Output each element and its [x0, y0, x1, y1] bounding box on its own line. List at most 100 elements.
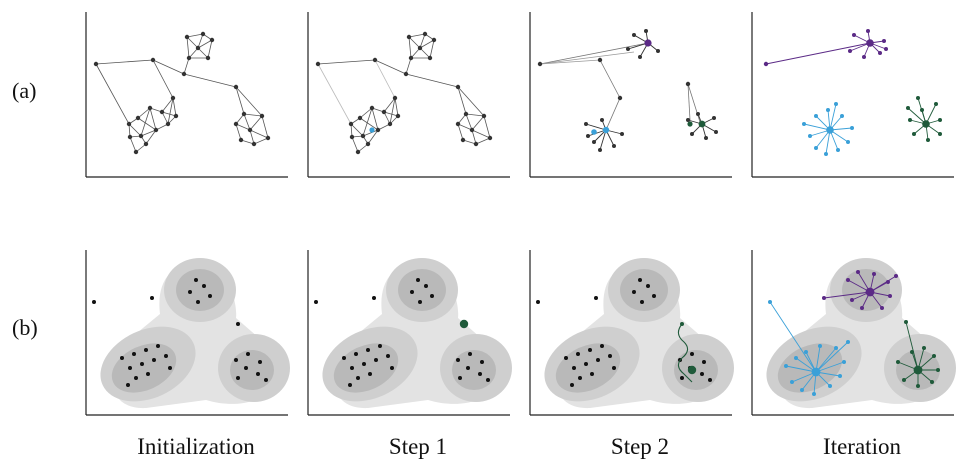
cluster-edge [869, 275, 897, 293]
highlight-node [591, 129, 597, 135]
cluster-center [644, 39, 652, 47]
graph-edge [161, 97, 174, 113]
graph-node [127, 134, 133, 140]
density-point [680, 376, 684, 380]
cluster-node [686, 118, 690, 122]
graph-edge [183, 57, 190, 75]
density-point [430, 294, 434, 298]
cluster-node [880, 306, 884, 310]
column-label-initialization: Initialization [137, 434, 255, 459]
graph-edge [235, 86, 263, 117]
cluster-center [866, 39, 874, 47]
graph-edge [429, 39, 435, 59]
cluster-node [908, 118, 912, 122]
density-point [410, 290, 414, 294]
graph-edge [188, 47, 199, 59]
graph-edge [167, 97, 174, 125]
density-point [572, 366, 576, 370]
graph-edge [599, 59, 621, 99]
cluster-node [690, 132, 694, 136]
density-point [458, 376, 462, 380]
density-point [374, 358, 378, 362]
density-point [578, 376, 582, 380]
graph-node [406, 34, 412, 40]
density-point [140, 362, 144, 366]
graph-node [200, 31, 206, 37]
graph-node [138, 133, 144, 139]
density-point [256, 372, 260, 376]
cluster-node [586, 134, 590, 138]
cluster-center [865, 287, 875, 297]
graph-node [315, 61, 321, 67]
graph-edge [249, 115, 263, 131]
cluster-edge [769, 301, 817, 373]
graph-edge [317, 63, 352, 125]
graph-node [170, 95, 176, 101]
graph-node [233, 84, 239, 90]
cluster-node [848, 49, 852, 53]
graph-edge [359, 117, 379, 131]
density-point [564, 356, 568, 360]
density-point [480, 360, 484, 364]
cluster-node [846, 340, 850, 344]
cluster-node [836, 148, 840, 152]
graph-edge [129, 136, 137, 153]
cluster-node [598, 148, 602, 152]
graph-edge [161, 111, 169, 125]
cluster-edge [585, 123, 607, 131]
density-point [416, 278, 420, 282]
cluster-node [886, 280, 890, 284]
cluster-node [818, 344, 822, 348]
cluster-node [714, 130, 718, 134]
graph-edge [128, 123, 142, 137]
cluster-node [938, 132, 942, 136]
density-point [356, 376, 360, 380]
cluster-edge [815, 341, 849, 373]
panel-a-iteration [751, 12, 954, 178]
cluster-node [912, 132, 916, 136]
density-point [478, 372, 482, 376]
cluster-node [922, 346, 926, 350]
graph-edge [408, 36, 412, 59]
density-point [536, 300, 540, 304]
cluster-node [850, 126, 854, 130]
row-label-a: (a) [12, 78, 37, 103]
density-point [144, 348, 148, 352]
density-point [264, 378, 268, 382]
density-point [652, 294, 656, 298]
graph-edge [155, 123, 169, 131]
graph-node [238, 137, 244, 143]
panel-b-step-1 [307, 250, 512, 416]
graph-edge [687, 83, 691, 121]
cluster-node [804, 350, 808, 354]
graph-edge [457, 123, 473, 131]
graph-node [209, 37, 215, 43]
graph-node [537, 61, 543, 67]
cluster-node [884, 47, 888, 51]
graph-node [159, 109, 165, 115]
density-point [132, 352, 136, 356]
density-core-left [333, 343, 399, 393]
density-point [576, 352, 580, 356]
graph-node [403, 71, 409, 77]
graph-node [133, 149, 139, 155]
cluster-node [802, 122, 806, 126]
cluster-node [872, 272, 876, 276]
graph-edge [197, 33, 204, 49]
graph-edge [350, 123, 364, 137]
graph-edge [465, 113, 473, 131]
panel-a-step-1 [307, 12, 510, 178]
density-point [588, 348, 592, 352]
graph-edge [419, 39, 435, 49]
cluster-node [814, 146, 818, 150]
cluster-node [768, 300, 772, 304]
cluster-node [763, 61, 769, 67]
cluster-node [638, 55, 642, 59]
cluster-center [687, 365, 697, 375]
density-core-right [230, 350, 274, 390]
graph-edge [457, 86, 485, 117]
graph-node [392, 95, 398, 101]
cluster-node [910, 350, 914, 354]
graph-edge [95, 59, 154, 65]
density-point [456, 358, 460, 362]
